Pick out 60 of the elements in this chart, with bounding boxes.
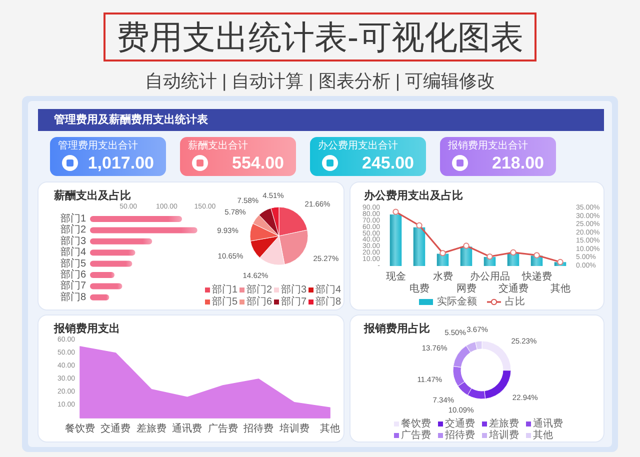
bar	[390, 214, 402, 266]
bar	[90, 250, 136, 256]
bar	[90, 260, 132, 267]
text: 自动统计 | 自动计算 | 图表分析 | 可编辑修改	[144, 71, 496, 91]
bar	[90, 294, 110, 300]
chart-title: 报销费用占比	[363, 322, 430, 335]
bar	[90, 227, 198, 234]
x-tick-label: 交通费	[498, 282, 528, 294]
x-tick-label: 水费	[432, 270, 453, 282]
y-tick-label: 部门1	[60, 212, 86, 224]
chart-title: 报销费用支出	[53, 322, 120, 335]
legend-label: 部门8	[316, 296, 342, 308]
x-tick-label: 通讯费	[172, 422, 202, 434]
point	[416, 222, 422, 228]
x-tick-label: 交通费	[100, 422, 131, 434]
y-tick-label: 部门8	[60, 290, 86, 303]
point	[440, 250, 446, 256]
bar	[413, 227, 426, 266]
y-tick-label: 部门5	[60, 257, 86, 270]
x-tick-label: 现金	[386, 270, 406, 282]
legend-label: 部门2	[246, 284, 272, 296]
legend-label: 部门1	[212, 284, 238, 296]
bar	[90, 272, 115, 278]
chart-title: 办公费用支出及占比	[363, 189, 463, 202]
bar	[90, 238, 152, 244]
x-tick-label: 差旅费	[136, 422, 166, 434]
legend-label: 占比	[505, 296, 525, 308]
point	[486, 253, 493, 260]
point	[557, 258, 564, 266]
bar	[436, 254, 449, 266]
x-tick-label: 其他	[320, 422, 340, 434]
x-tick-label: 快递费	[520, 270, 552, 282]
legend-label: 部门5	[212, 296, 238, 308]
point	[392, 208, 399, 215]
y-tick-label: 部门7	[60, 280, 86, 292]
bar	[90, 216, 182, 222]
x-tick-label: 其他	[550, 282, 570, 294]
legend-label: 部门6	[246, 296, 272, 308]
x-tick-label: 广告费	[208, 422, 238, 434]
legend-label: 部门4	[316, 284, 342, 296]
x-tick-label: 办公用品	[470, 270, 510, 282]
legend-label: 实际金额	[437, 296, 477, 308]
x-tick-label: 餐饮费	[65, 422, 95, 434]
y-tick-label: 部门2	[60, 224, 86, 236]
point	[510, 249, 516, 256]
bar	[460, 246, 472, 266]
text: 费用支出统计表-可视化图表	[116, 18, 524, 56]
point	[463, 242, 470, 249]
x-tick-label: 招待费	[242, 422, 274, 434]
chart-title: 薪酬支出及占比	[53, 189, 131, 202]
y-tick-label: 部门4	[60, 246, 86, 258]
x-tick-label: 培训费	[278, 422, 310, 434]
y-tick-label: 部门6	[60, 268, 86, 280]
x-tick-label: 电费	[409, 282, 430, 294]
point	[534, 252, 540, 258]
bar	[90, 283, 122, 290]
legend-label: 部门3	[281, 284, 307, 296]
y-tick-label: 部门3	[60, 234, 86, 247]
x-tick-label: 网费	[456, 282, 476, 294]
legend-label: 部门7	[281, 296, 307, 308]
